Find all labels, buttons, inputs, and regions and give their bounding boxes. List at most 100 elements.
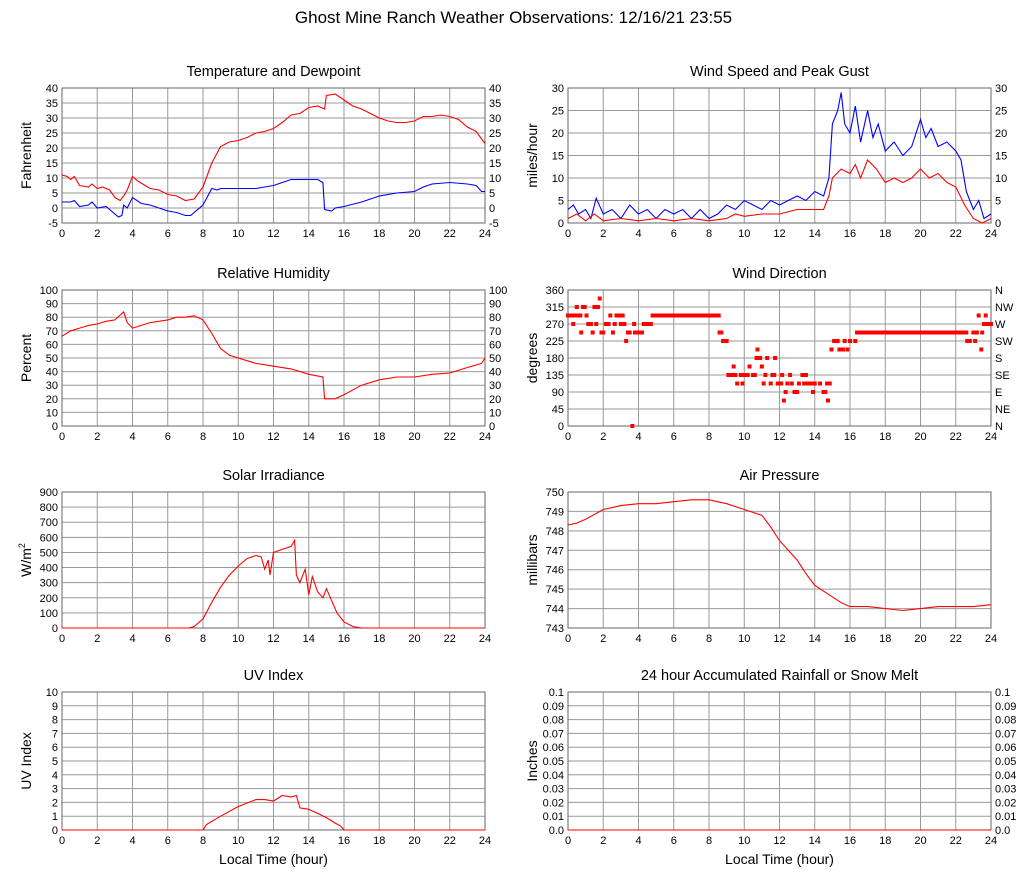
y-tick-label: 35 <box>46 98 58 110</box>
chart-title: Relative Humidity <box>217 266 331 282</box>
y-tick-label: 0.03 <box>543 784 564 796</box>
wind-direction-point <box>640 330 645 335</box>
wind-direction-point <box>832 339 837 343</box>
y-tick-label: 0.1 <box>549 687 564 699</box>
y-tick-label: 8 <box>52 715 58 727</box>
y-tick-label: 20 <box>552 128 564 140</box>
y-tick-label: 7 <box>52 728 58 740</box>
x-tick-label: 20 <box>914 835 926 847</box>
y-tick-label: 0 <box>52 421 58 433</box>
y-tick-label: 900 <box>40 487 58 499</box>
wind-direction-point <box>592 305 597 309</box>
wind-direction-point <box>805 381 810 386</box>
y-tick-label: 400 <box>40 563 58 575</box>
wind-direction-point <box>829 347 834 352</box>
wind-direction-point <box>645 322 650 326</box>
right-tick-label: W <box>995 319 1006 331</box>
plot-frame <box>567 87 992 224</box>
wind-direction-point <box>745 373 750 377</box>
x-tick-label: 0 <box>59 835 65 847</box>
wind-direction-point <box>964 330 969 335</box>
y-tick-label: 50 <box>46 353 58 365</box>
y-tick-label: 90 <box>552 387 564 399</box>
wind-direction-point <box>595 305 600 309</box>
x-tick-label: 12 <box>773 431 785 443</box>
x-tick-label: 2 <box>600 633 606 645</box>
x-tick-label: 22 <box>950 431 962 443</box>
wind-direction-point <box>573 313 578 318</box>
right-tick-label: -5 <box>489 218 499 230</box>
wind-direction-point <box>627 330 632 335</box>
x-tick-label: 20 <box>914 228 926 240</box>
x-tick-label: 20 <box>408 228 420 240</box>
x-tick-label: 0 <box>59 228 65 240</box>
x-tick-label: 6 <box>165 228 171 240</box>
wind-direction-point <box>983 313 988 318</box>
wind-direction-point <box>980 330 985 335</box>
x-tick-label: 6 <box>671 431 677 443</box>
wind-direction-point <box>569 313 574 318</box>
y-axis-label-text: Percent <box>18 334 34 382</box>
wind-direction-point <box>574 305 579 309</box>
wind-direction-point <box>578 313 583 318</box>
wind-direction-point <box>848 339 852 343</box>
right-tick-label: 0 <box>489 421 495 433</box>
x-tick-label: 4 <box>129 431 135 443</box>
wind-direction-point <box>752 373 757 377</box>
x-tick-label: 6 <box>671 228 677 240</box>
wind-direction-point <box>800 373 805 377</box>
wind-direction-point <box>594 322 599 326</box>
wind-direction-point <box>618 322 623 326</box>
x-tick-label: 22 <box>444 633 456 645</box>
wind-direction-point <box>775 381 780 386</box>
y-tick-label: 6 <box>52 742 58 754</box>
x-tick-label: 4 <box>129 228 135 240</box>
right-tick-label: NW <box>995 302 1014 314</box>
x-tick-label: 16 <box>338 431 350 443</box>
x-tick-label: 16 <box>844 633 856 645</box>
right-tick-label: 0.0 <box>995 825 1010 837</box>
x-tick-label: 2 <box>94 431 100 443</box>
y-axis-label: UV Index <box>18 732 34 790</box>
y-tick-label: 135 <box>546 370 564 382</box>
x-tick-label: 10 <box>738 431 750 443</box>
wind-direction-point <box>648 322 653 326</box>
wind-direction-point <box>779 381 784 386</box>
wind-direction-point <box>738 373 743 377</box>
y-tick-label: 90 <box>46 299 58 311</box>
x-tick-label: 18 <box>879 633 891 645</box>
x-tick-label: 2 <box>94 228 100 240</box>
y-tick-label: 60 <box>46 339 58 351</box>
x-tick-label: 20 <box>914 633 926 645</box>
y-tick-label: 100 <box>40 285 58 297</box>
x-tick-label: 12 <box>773 835 785 847</box>
x-tick-label: 24 <box>985 633 997 645</box>
y-tick-label: -5 <box>48 218 58 230</box>
y-tick-label: 5 <box>558 196 564 208</box>
y-axis-label: Fahrenheit <box>18 122 34 189</box>
y-tick-label: 270 <box>546 319 564 331</box>
x-tick-label: 14 <box>809 835 821 847</box>
wind-direction-point <box>735 381 740 386</box>
x-tick-label: 0 <box>565 431 571 443</box>
y-tick-label: 30 <box>46 113 58 125</box>
y-axis-label-text: Fahrenheit <box>18 122 34 189</box>
right-tick-label: E <box>995 387 1002 399</box>
right-tick-label: 25 <box>489 128 501 140</box>
series-line-0 <box>61 310 486 400</box>
x-tick-label: 12 <box>773 633 785 645</box>
wind-direction-point <box>989 322 993 326</box>
x-tick-label: 14 <box>809 633 821 645</box>
x-tick-label: 2 <box>600 228 606 240</box>
right-tick-label: 70 <box>489 326 501 338</box>
right-tick-label: N <box>995 421 1003 433</box>
wind-direction-point <box>606 322 611 326</box>
y-tick-label: 0.08 <box>543 715 564 727</box>
wind-direction-point <box>965 339 970 343</box>
plot-frame <box>567 289 992 427</box>
wind-direction-point <box>601 330 606 335</box>
wind-direction-point <box>612 322 617 326</box>
y-tick-label: 20 <box>46 143 58 155</box>
x-tick-label: 2 <box>94 633 100 645</box>
